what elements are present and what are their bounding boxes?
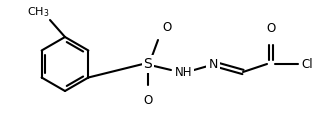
Text: S: S [144, 57, 152, 71]
Text: CH$_3$: CH$_3$ [26, 5, 49, 19]
Text: O: O [162, 21, 171, 34]
Text: Cl: Cl [301, 57, 313, 71]
Text: O: O [143, 94, 153, 107]
Text: NH: NH [175, 66, 192, 78]
Text: N: N [208, 57, 218, 71]
Text: O: O [266, 22, 275, 35]
